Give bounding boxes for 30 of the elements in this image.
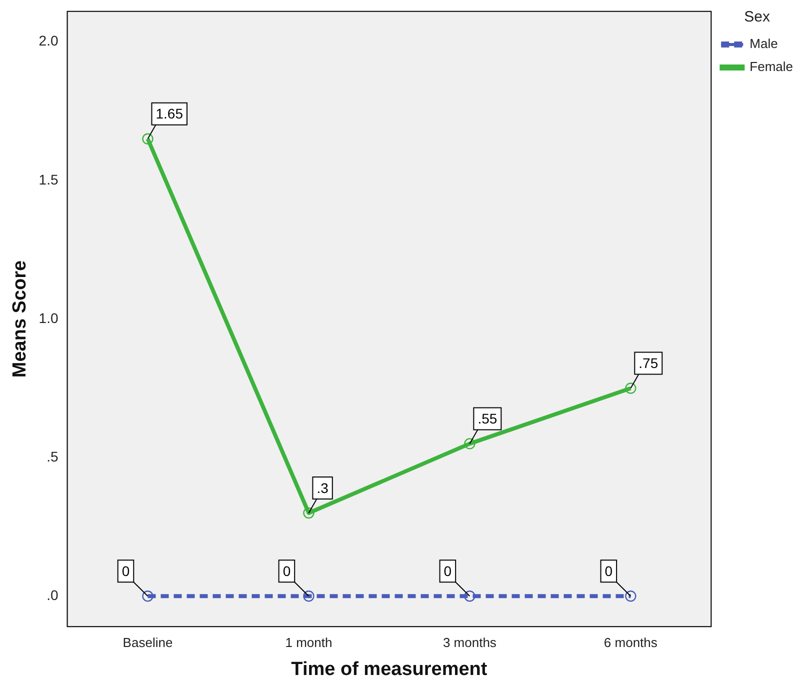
point <box>464 590 476 602</box>
legend-label: Female <box>750 59 794 74</box>
point <box>142 133 154 144</box>
x-tick-label: 3 months <box>442 634 497 650</box>
x-tick-label: 6 months <box>604 634 658 650</box>
data-label: 0 <box>282 562 291 579</box>
data-label: 0 <box>122 562 130 579</box>
data-label: 1.65 <box>156 106 184 122</box>
y-axis-title: Means Score <box>10 260 31 378</box>
x-tick-label: 1 month <box>285 634 332 650</box>
point <box>464 438 476 450</box>
x-tick-label: Baseline <box>122 634 173 650</box>
point <box>303 590 314 602</box>
point <box>625 382 636 394</box>
y-tick-label: 1.5 <box>38 171 58 188</box>
x-axis-title: Time of measurement <box>291 658 488 680</box>
data-label: 0 <box>444 562 452 579</box>
y-tick-label: .5 <box>46 448 58 464</box>
y-tick-label: 1.0 <box>38 310 58 326</box>
data-label: 0 <box>604 562 613 579</box>
point <box>625 590 636 602</box>
point <box>303 507 314 519</box>
data-label: .75 <box>638 355 658 372</box>
point <box>142 590 154 602</box>
y-tick-label: 2.0 <box>38 32 58 49</box>
y-tick-label: .0 <box>46 586 58 603</box>
legend-label: Male <box>750 36 778 52</box>
data-label: .3 <box>316 480 329 496</box>
legend-title: Sex <box>744 8 770 26</box>
data-label: .55 <box>478 410 498 427</box>
